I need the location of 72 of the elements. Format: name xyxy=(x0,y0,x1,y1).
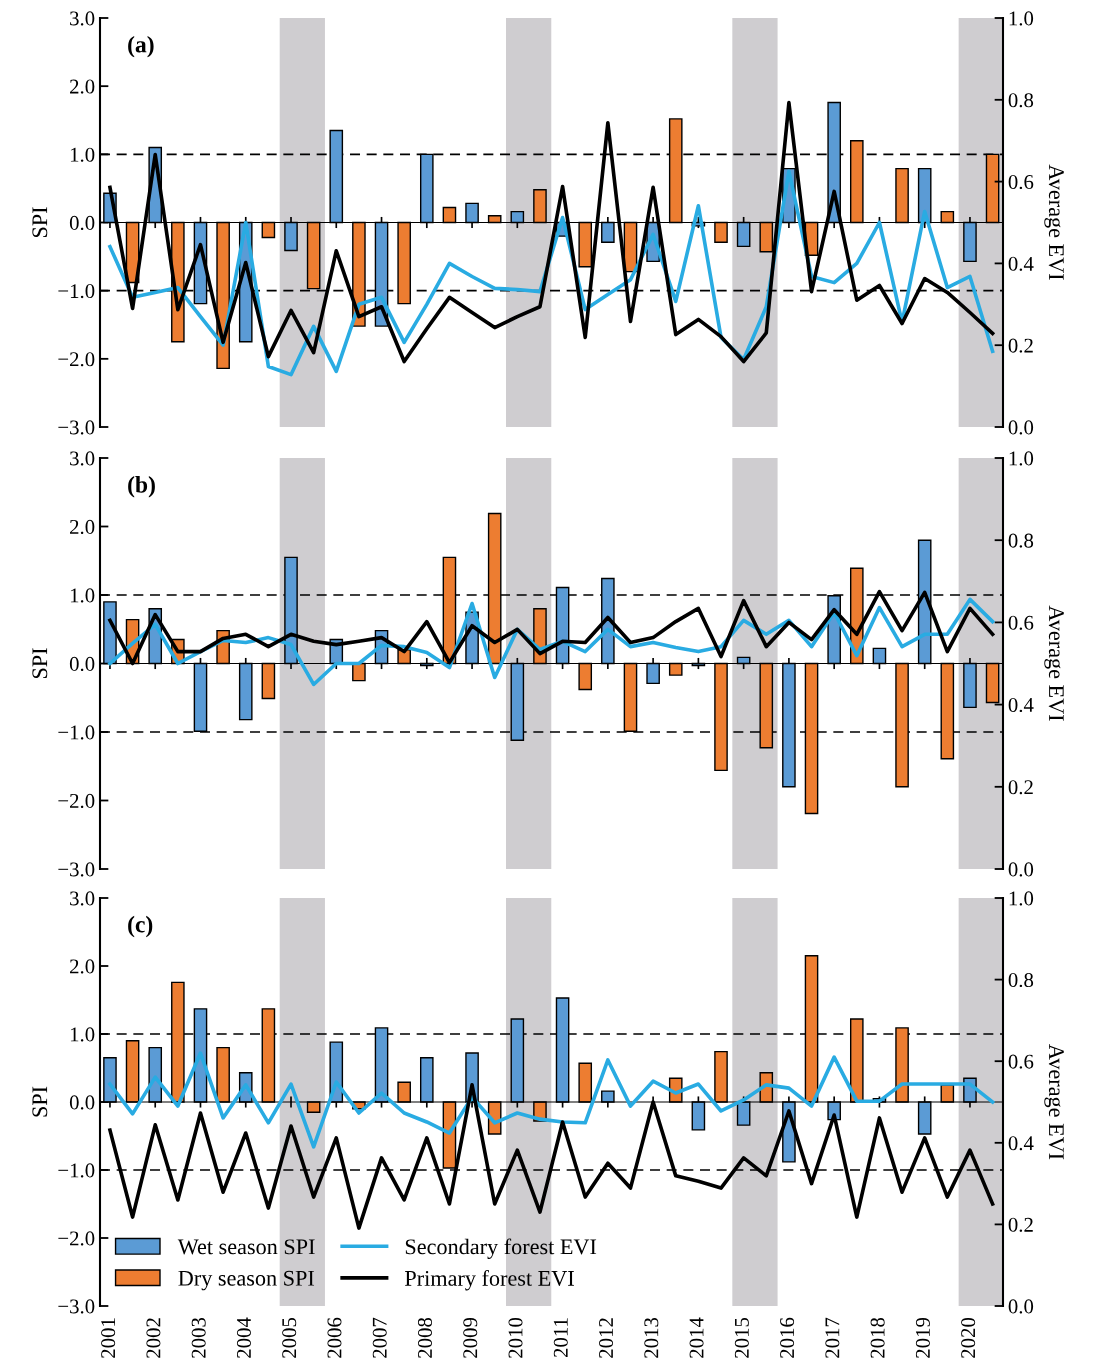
y2-tick-label: 1.0 xyxy=(1009,451,1034,466)
y-tick-label: −2.0 xyxy=(58,1231,95,1246)
x-tick-label: 2010 xyxy=(508,1317,523,1358)
y-tick-label: 3.0 xyxy=(70,891,95,906)
y2-tick-label: 1.0 xyxy=(1009,11,1034,26)
y-axis-title: SPI xyxy=(32,207,48,238)
x-tick-label: 2019 xyxy=(915,1317,930,1358)
x-tick-label: 2018 xyxy=(870,1317,885,1358)
y-tick-label: −1.0 xyxy=(58,284,95,299)
y2-tick-label: 1.0 xyxy=(1009,891,1034,906)
y-tick-label: 2.0 xyxy=(70,959,95,974)
y-tick-label: 3.0 xyxy=(70,451,95,466)
legend-label: Dry season SPI xyxy=(178,1270,315,1291)
legend-label: Wet season SPI xyxy=(177,1239,315,1255)
y2-tick-label: 0.2 xyxy=(1008,338,1033,353)
y-tick-label: −3.0 xyxy=(58,862,95,877)
x-tick-label: 2011 xyxy=(553,1318,568,1358)
y2-tick-label: 0.8 xyxy=(1008,93,1034,108)
y-tick-label: 0.0 xyxy=(69,215,95,231)
y2-axis-title: Average EVI xyxy=(1044,164,1064,280)
y2-tick-label: 0.6 xyxy=(1008,1054,1034,1069)
y2-tick-label: 0.2 xyxy=(1008,1217,1033,1232)
y2-axis-title: Average EVI xyxy=(1044,605,1064,721)
x-tick-label: 2016 xyxy=(780,1317,795,1358)
y2-tick-label: 0.0 xyxy=(1008,420,1034,435)
y-tick-label: 1.0 xyxy=(70,147,95,162)
y-tick-label: −2.0 xyxy=(58,352,95,367)
x-tick-label: 2002 xyxy=(146,1318,161,1358)
x-tick-label: 2015 xyxy=(734,1317,749,1358)
y-axis-title: SPI xyxy=(32,1086,48,1117)
x-tick-label: 2006 xyxy=(327,1317,342,1358)
y-tick-label: 1.0 xyxy=(70,588,95,603)
y2-tick-label: 0.4 xyxy=(1008,256,1034,271)
y2-tick-label: 0.0 xyxy=(1008,862,1034,877)
y2-tick-label: 0.6 xyxy=(1008,174,1034,190)
x-tick-label: 2003 xyxy=(191,1317,206,1358)
x-tick-label: 2005 xyxy=(282,1317,297,1358)
y-tick-label: 2.0 xyxy=(70,79,95,94)
x-tick-label: 2004 xyxy=(236,1317,251,1358)
x-tick-label: 2014 xyxy=(689,1317,704,1358)
y2-tick-label: 0.6 xyxy=(1008,615,1034,630)
legend-label: Primary forest EVI xyxy=(405,1270,574,1291)
y2-tick-label: 0.2 xyxy=(1008,780,1033,795)
y-tick-label: −1.0 xyxy=(58,725,95,740)
y2-tick-label: 0.4 xyxy=(1008,697,1034,713)
x-tick-label: 2020 xyxy=(961,1317,976,1358)
y-tick-label: 0.0 xyxy=(69,656,95,672)
x-tick-label: 2013 xyxy=(644,1317,659,1358)
annotation: (b) xyxy=(128,476,155,498)
annotation: (c) xyxy=(128,915,153,938)
x-tick-label: 2017 xyxy=(825,1317,840,1358)
x-tick-label: 2012 xyxy=(599,1318,614,1358)
y2-axis-title: Average EVI xyxy=(1044,1044,1064,1160)
annotation: (a) xyxy=(128,35,154,58)
x-tick-label: 2001 xyxy=(101,1318,116,1358)
y-tick-label: 2.0 xyxy=(70,519,95,535)
x-tick-label: 2008 xyxy=(417,1317,433,1358)
x-tick-label: 2009 xyxy=(463,1317,478,1358)
y2-tick-label: 0.8 xyxy=(1008,533,1034,548)
y-tick-label: −3.0 xyxy=(58,1299,95,1314)
y-tick-label: 3.0 xyxy=(70,11,95,26)
y-tick-label: −3.0 xyxy=(58,420,95,435)
y-tick-label: 1.0 xyxy=(70,1027,95,1042)
y2-tick-label: 0.8 xyxy=(1008,972,1034,988)
y-tick-label: −2.0 xyxy=(58,793,95,809)
y2-tick-label: 0.4 xyxy=(1008,1136,1034,1151)
y-tick-label: 0.0 xyxy=(69,1095,95,1110)
y-tick-label: −1.0 xyxy=(58,1163,95,1178)
x-tick-label: 2007 xyxy=(372,1317,387,1358)
legend-label: Secondary forest EVI xyxy=(405,1238,597,1259)
y2-tick-label: 0.0 xyxy=(1008,1299,1034,1314)
y-axis-title: SPI xyxy=(32,648,48,679)
